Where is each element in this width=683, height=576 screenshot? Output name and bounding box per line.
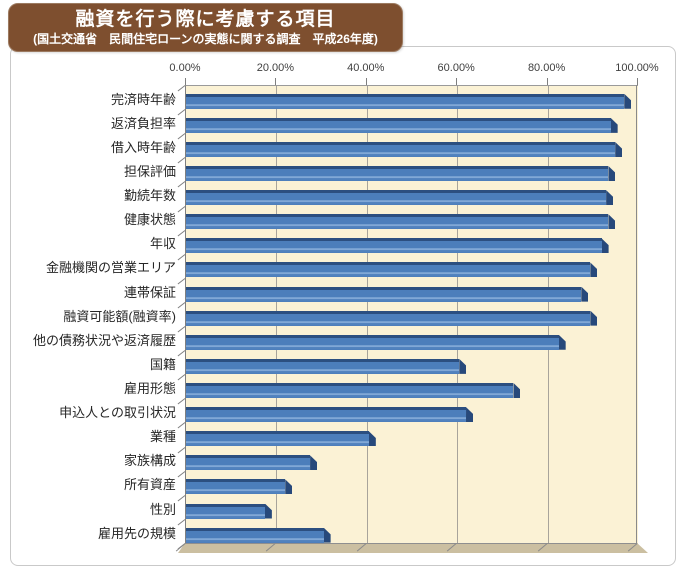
x-tick-mark	[275, 78, 277, 85]
x-tick-label: 60.00%	[437, 62, 475, 74]
bar	[186, 407, 474, 423]
bar	[186, 383, 521, 398]
category-label: 借入時年齢	[110, 139, 176, 155]
category-label: 勤続年数	[123, 188, 176, 204]
category-label: 申込人との取引状況	[59, 405, 176, 421]
bar-face	[186, 166, 609, 182]
category-label: 連帯保証	[123, 284, 176, 300]
bar-face	[186, 214, 609, 230]
bar-face	[186, 141, 616, 157]
x-tick-label: 0.00%	[169, 62, 201, 74]
bar-face	[186, 383, 514, 398]
bar-end-cap-3d	[608, 214, 616, 230]
bar-end-cap-3d	[581, 286, 589, 302]
category-label: 業種	[149, 429, 176, 445]
bar-face	[186, 407, 467, 423]
bar-face	[186, 286, 582, 302]
category-label: 雇用先の規模	[97, 525, 176, 541]
x-tick-mark	[185, 78, 186, 85]
bar	[186, 334, 566, 350]
bar-end-cap-3d	[615, 141, 623, 157]
bar-end-cap-3d	[610, 117, 618, 133]
bar-end-cap-3d	[459, 358, 467, 374]
x-tick-label: 40.00%	[347, 62, 385, 74]
category-label: 他の債務状況や返済履歴	[32, 332, 176, 348]
category-label: 家族構成	[123, 453, 176, 469]
bar-face	[186, 117, 611, 133]
bar-end-cap-3d	[368, 431, 376, 447]
x-tick-mark	[637, 78, 638, 85]
category-label: 年収	[149, 236, 176, 252]
x-tick-label: 20.00%	[256, 62, 295, 74]
category-label: 融資可能額(融資率)	[63, 308, 176, 324]
category-label: 返済負担率	[110, 115, 176, 131]
category-label: 性別	[149, 501, 176, 517]
bar	[186, 117, 618, 133]
bar	[186, 214, 616, 230]
bar-end-cap-3d	[590, 310, 598, 326]
bar-face	[186, 310, 591, 326]
bar-end-cap-3d	[590, 262, 598, 278]
bar-face	[186, 358, 460, 374]
bar-end-cap-3d	[310, 455, 318, 471]
category-label: 担保評価	[123, 164, 176, 180]
bar-end-cap-3d	[606, 190, 614, 206]
bar	[186, 141, 623, 157]
bar	[186, 166, 616, 182]
bar-end-cap-3d	[624, 93, 632, 109]
bar-end-cap-3d	[601, 238, 609, 254]
plot-area	[185, 85, 638, 544]
bar-end-cap-3d	[608, 166, 616, 182]
bar-face	[186, 503, 265, 519]
bar	[186, 455, 318, 471]
x-tick-label: 100.00%	[615, 62, 659, 74]
bar-face	[186, 238, 602, 254]
category-label: 完済時年齢	[110, 91, 176, 107]
chart-title: 融資を行う際に考慮する項目	[75, 9, 336, 30]
bar-face	[186, 334, 559, 350]
bar-end-cap-3d	[264, 503, 272, 519]
category-label: 金融機関の営業エリア	[45, 260, 176, 276]
bar	[186, 358, 467, 374]
bar	[186, 527, 331, 543]
bar-end-cap-3d	[323, 527, 331, 543]
bar	[186, 431, 376, 447]
chart-subtitle: (国土交通省 民間住宅ローンの実態に関する調査 平成26年度)	[33, 32, 378, 46]
plot-right-wall-line	[636, 85, 637, 543]
bar-end-cap-3d	[513, 383, 521, 398]
x-tick-mark	[365, 78, 367, 85]
bar	[186, 190, 614, 206]
chart-title-box: 融資を行う際に考慮する項目 (国土交通省 民間住宅ローンの実態に関する調査 平成…	[8, 3, 403, 52]
x-tick-label: 80.00%	[527, 62, 566, 74]
bar-face	[186, 479, 286, 495]
bar-face	[186, 93, 625, 109]
x-tick-mark	[546, 78, 548, 85]
category-label: 国籍	[149, 356, 176, 372]
category-label: 所有資産	[123, 477, 176, 493]
bar	[186, 238, 609, 254]
bar-end-cap-3d	[466, 407, 474, 423]
bar	[186, 262, 598, 278]
bar	[186, 479, 293, 495]
bar	[186, 310, 598, 326]
plot-floor-edge-line	[185, 543, 637, 544]
plot-floor-3d	[178, 543, 648, 553]
bar-face	[186, 455, 311, 471]
bar	[186, 93, 632, 109]
bar	[186, 286, 589, 302]
bar-face	[186, 431, 369, 447]
bar	[186, 503, 272, 519]
bar-end-cap-3d	[285, 479, 293, 495]
category-label: 雇用形態	[123, 381, 176, 396]
x-tick-mark	[456, 78, 458, 85]
bar-face	[186, 527, 324, 543]
bar-face	[186, 190, 607, 206]
bar-end-cap-3d	[558, 334, 566, 350]
bar-face	[186, 262, 591, 278]
category-label: 健康状態	[123, 212, 176, 228]
